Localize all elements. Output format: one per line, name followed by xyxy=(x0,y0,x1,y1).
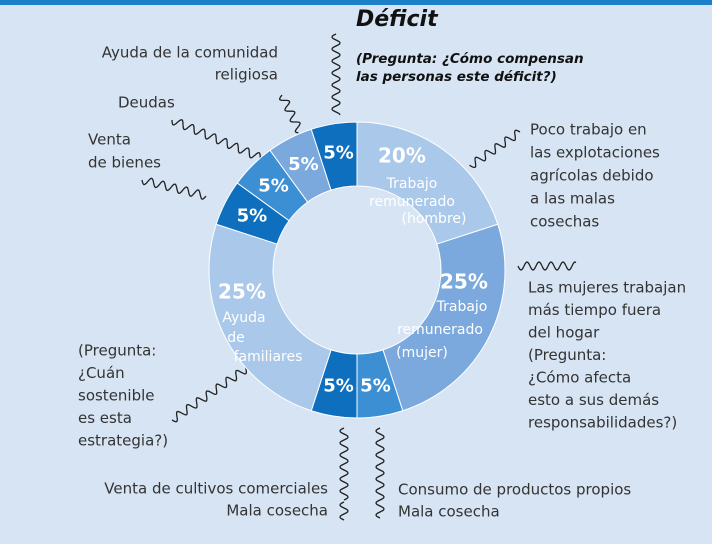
squiggle xyxy=(469,129,521,169)
annotation: ¿Cuán xyxy=(78,364,125,382)
squiggles xyxy=(141,33,577,521)
squiggle xyxy=(339,427,349,501)
annotation: a las malas xyxy=(530,190,615,208)
annotation: Mala cosecha xyxy=(398,503,500,521)
annotation: (Pregunta: xyxy=(528,346,606,364)
segment-label: Trabajo xyxy=(436,299,488,315)
segment-label: remunerado xyxy=(397,322,483,338)
squiggle xyxy=(517,261,577,271)
segment-label: Trabajo xyxy=(386,176,438,192)
annotation: religiosa xyxy=(215,66,278,84)
donut-segment xyxy=(382,223,506,412)
annotation: cosechas xyxy=(530,213,599,231)
annotation: Ayuda de la comunidad xyxy=(102,44,278,62)
annotation: del hogar xyxy=(528,324,600,342)
top-stripe xyxy=(0,0,712,5)
segment-label: de xyxy=(227,330,245,346)
value-label: 5% xyxy=(237,205,268,226)
annotation: ¿Cómo afecta xyxy=(528,369,631,387)
annotation: esto a sus demás xyxy=(528,391,659,409)
annotation: Consumo de productos propios xyxy=(398,481,631,499)
squiggle xyxy=(171,119,267,164)
value-label: 5% xyxy=(288,154,319,175)
segment-label: familiares xyxy=(234,349,303,365)
annotation: Mala cosecha xyxy=(226,502,328,520)
annotation: Poco trabajo en xyxy=(530,121,647,139)
value-label: 25% xyxy=(218,280,266,304)
annotation: las explotaciones xyxy=(530,144,660,162)
annotation: de bienes xyxy=(88,154,161,172)
subtitle: las personas este déficit?) xyxy=(356,69,557,85)
donut-segment xyxy=(310,121,358,191)
annotation: Venta xyxy=(88,131,131,149)
segment-label: (hombre) xyxy=(402,211,467,227)
value-label: 20% xyxy=(378,144,426,168)
segment-label: Ayuda xyxy=(222,310,265,326)
annotation: sostenible xyxy=(78,387,155,405)
squiggle xyxy=(141,177,207,200)
donut-segment xyxy=(208,223,332,412)
annotation: más tiempo fuera xyxy=(528,301,661,319)
squiggle xyxy=(171,362,249,423)
annotation: Venta de cultivos comerciales xyxy=(104,480,328,498)
value-label: 5% xyxy=(258,176,289,197)
squiggle xyxy=(375,427,385,519)
value-label: 5% xyxy=(323,142,354,163)
squiggle xyxy=(331,33,341,116)
annotation: estrategia?) xyxy=(78,432,168,450)
donut-segment xyxy=(356,121,499,245)
annotation: Las mujeres trabajan xyxy=(528,279,686,297)
subtitle: (Pregunta: ¿Cómo compensan xyxy=(356,51,584,67)
value-label: 5% xyxy=(360,376,391,397)
squiggle xyxy=(339,501,349,521)
segment-label: (mujer) xyxy=(396,345,448,361)
segment-label: remunerado xyxy=(369,194,455,210)
squiggle xyxy=(279,94,301,134)
annotation: es esta xyxy=(78,409,132,427)
annotation: agrícolas debido xyxy=(530,167,654,185)
annotation: responsabilidades?) xyxy=(528,414,677,432)
chart-title: Déficit xyxy=(356,7,439,32)
annotation: Deudas xyxy=(118,94,175,112)
value-label: 5% xyxy=(323,376,354,397)
annotation: (Pregunta: xyxy=(78,342,156,360)
value-label: 25% xyxy=(440,270,488,294)
